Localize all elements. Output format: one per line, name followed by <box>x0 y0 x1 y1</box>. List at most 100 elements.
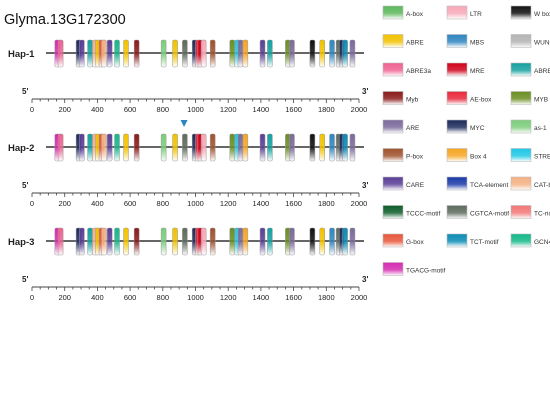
element-p-box <box>209 227 216 256</box>
tick-label: 1400 <box>253 105 270 114</box>
legend-label: as-1 <box>534 125 547 132</box>
legend-swatch <box>382 5 404 20</box>
scale-bar: 5' 3' 0 200 400 600 800 1000 1200 1400 1600 1800 200… <box>22 181 368 208</box>
scale-bar: 5' 3' 0 200 400 600 800 1000 1200 1400 1600 1800 200… <box>22 275 368 302</box>
element-abre3a <box>57 133 64 162</box>
element-are <box>237 133 244 162</box>
element-cat-box <box>101 227 107 256</box>
element-care <box>79 133 85 162</box>
legend-label: AE-box <box>470 97 492 104</box>
legend-item-as-1: as-1 <box>510 119 547 134</box>
track-label: Hap-1 <box>8 49 35 60</box>
legend-label: MRE <box>470 68 485 75</box>
element-w-box <box>309 227 316 256</box>
legend-label: GCN4_motif <box>534 239 550 246</box>
element-tct-motif <box>342 227 348 256</box>
legend-swatch <box>382 233 404 248</box>
tick-label: 400 <box>91 105 104 114</box>
element-abre4 <box>267 39 273 68</box>
tick-label: 1800 <box>318 293 335 302</box>
legend-swatch <box>510 34 532 48</box>
element-mbs <box>329 227 335 256</box>
element-are <box>349 133 356 162</box>
legend-item-tca-element: TCA-element <box>446 176 508 191</box>
element-are <box>289 39 295 68</box>
tick-label: 1800 <box>318 105 335 114</box>
track-hap-1: Hap-1 <box>8 39 364 68</box>
legend-item-mre: MRE <box>446 62 485 77</box>
legend-label: ARE <box>406 125 420 132</box>
legend-swatch <box>446 148 468 162</box>
element-care <box>79 227 85 256</box>
legend-item-myc: MYC <box>446 119 485 134</box>
legend-swatch <box>382 91 404 105</box>
track-label: Hap-2 <box>8 143 34 154</box>
element-abre3a <box>57 227 64 256</box>
legend-swatch <box>382 205 404 219</box>
tick-label: 800 <box>157 199 170 208</box>
legend-swatch <box>510 205 532 219</box>
legend-label: ABRE4 <box>534 68 550 75</box>
element-legend: A-box LTR W box ABRE MBS WUN-motif ABRE3a MRE AB… <box>382 5 550 276</box>
element-are <box>289 227 295 256</box>
element-box-4 <box>242 133 249 162</box>
element-care <box>106 133 113 162</box>
element-cgtca-motif <box>182 227 188 256</box>
track-hap-2: Hap-2 <box>8 120 364 162</box>
element-abre4 <box>267 133 273 162</box>
legend-item-g-box: G-box <box>382 233 424 248</box>
element-myb <box>133 133 140 162</box>
legend-item-mbs: MBS <box>446 34 485 48</box>
tick-label: 1000 <box>187 105 204 114</box>
legend-label: LTR <box>470 11 482 18</box>
legend-label: Myb <box>406 97 419 104</box>
tick-label: 400 <box>91 199 104 208</box>
legend-swatch <box>382 148 404 162</box>
element-tct-motif <box>342 39 348 68</box>
tick-label: 0 <box>30 105 34 114</box>
element-abre <box>172 133 178 162</box>
legend-swatch <box>382 34 404 48</box>
element-abre <box>319 133 325 162</box>
legend-item-tct-motif: TCT-motif <box>446 233 499 248</box>
element-as-1 <box>160 39 167 68</box>
legend-label: STRE <box>534 154 550 161</box>
legend-item-gcn4-motif: GCN4_motif <box>510 233 550 248</box>
variant-marker <box>180 120 188 127</box>
element-myb <box>133 39 140 68</box>
element-w-box <box>309 39 316 68</box>
five-prime-label: 5' <box>22 181 28 190</box>
legend-label: CGTCA-motif <box>470 211 509 218</box>
legend-swatch <box>382 119 404 134</box>
tick-label: 1800 <box>318 199 335 208</box>
element-abre4 <box>87 39 93 68</box>
legend-item-cgtca-motif: CGTCA-motif <box>446 205 509 219</box>
tick-label: 2000 <box>351 199 368 208</box>
element-as-1 <box>160 133 167 162</box>
legend-item-myb: Myb <box>382 91 419 105</box>
legend-item-care: CARE <box>382 176 425 191</box>
legend-label: TCA-element <box>470 182 508 189</box>
scale-bars: 5' 3' 0 200 400 600 800 1000 1200 1400 1600 1800 200… <box>22 87 368 302</box>
element-ltr <box>200 133 207 162</box>
legend-label: ABRE <box>406 40 424 47</box>
element-abre <box>123 133 129 162</box>
tick-label: 600 <box>124 293 137 302</box>
tick-label: 1200 <box>220 105 237 114</box>
tick-label: 600 <box>124 105 137 114</box>
haplotype-tracks: Hap-1 Hap-2 Hap-3 <box>8 39 364 256</box>
legend-label: CAT-box <box>534 182 550 189</box>
element-abre4 <box>267 227 273 256</box>
element-myb <box>133 227 140 256</box>
element-care <box>79 39 85 68</box>
tick-label: 1200 <box>220 199 237 208</box>
legend-swatch <box>446 34 468 48</box>
tick-label: 1400 <box>253 293 270 302</box>
element-are <box>237 39 244 68</box>
legend-label: P-box <box>406 154 424 161</box>
tick-label: 200 <box>58 105 71 114</box>
legend-swatch <box>382 262 404 276</box>
element-w-box <box>309 133 316 162</box>
scale-bar: 5' 3' 0 200 400 600 800 1000 1200 1400 1600 1800 200… <box>22 87 368 114</box>
legend-item-myb: MYB <box>510 91 548 105</box>
